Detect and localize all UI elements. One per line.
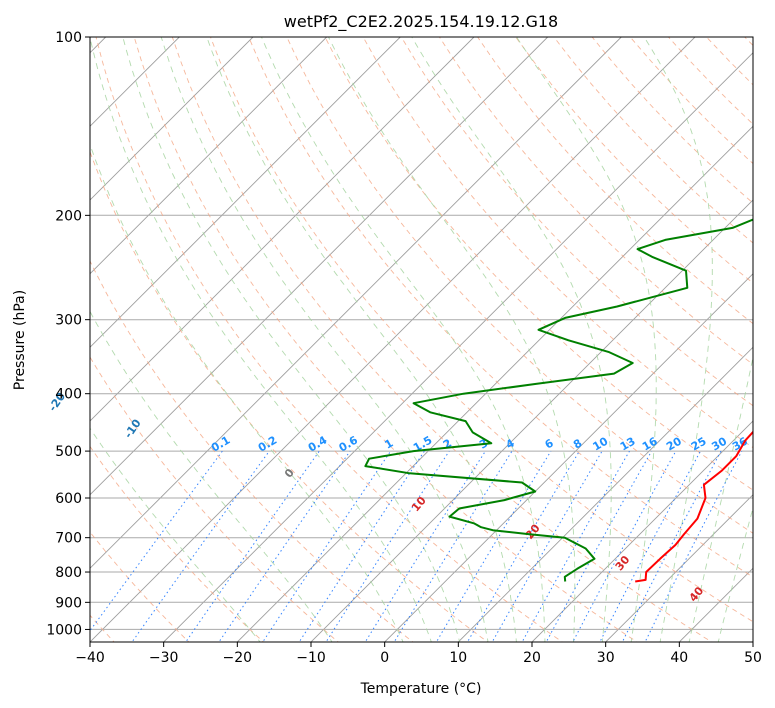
x-axis-label: Temperature (°C)	[360, 681, 482, 697]
mixing-ratio-line	[262, 450, 392, 642]
temperature-profile-line	[635, 430, 753, 583]
isotherm-line	[163, 52, 753, 642]
x-tick-label: −10	[296, 650, 326, 666]
y-tick-label: 400	[55, 387, 82, 403]
dry-adiabat-line	[90, 150, 489, 642]
x-tick-label: 10	[449, 650, 467, 666]
moist-adiabat-line	[411, 37, 612, 642]
mixing-ratio-line	[218, 450, 351, 642]
mixing-ratio-line	[393, 450, 513, 642]
dry-adiabat-line	[95, 37, 564, 642]
y-axis-label: Pressure (hPa)	[12, 290, 28, 390]
mixing-ratio-line	[90, 450, 223, 632]
isotherm-line	[90, 37, 328, 275]
mixing-ratio-line	[435, 450, 552, 642]
isotherm-line	[457, 346, 753, 642]
moist-adiabat-line	[90, 427, 261, 642]
moist-adiabat-line	[328, 37, 576, 642]
isotherm-line	[384, 273, 753, 642]
moist-adiabat-line	[90, 143, 404, 642]
isotherm-line	[90, 37, 401, 348]
dry-adiabat-line	[90, 356, 339, 642]
dry-adiabat-line	[210, 37, 753, 623]
series-layer	[364, 218, 753, 583]
plot-frame	[89, 36, 754, 643]
dewpoint-profile-line	[364, 218, 753, 582]
dry-adiabat-line	[477, 37, 753, 325]
moist-adiabat-line	[261, 37, 546, 642]
x-tick-label: −20	[223, 650, 253, 666]
moist-adiabat-line	[122, 37, 461, 642]
dry-adiabat-line	[171, 37, 713, 642]
moist-adiabat-line	[90, 37, 432, 642]
dry-adiabat-line	[90, 259, 414, 642]
mixing-ratio-line	[364, 450, 486, 642]
y-tick-label: 700	[55, 531, 82, 547]
x-axis: −40 −30 −20 −10 0 10 20 30 40 50	[75, 642, 762, 666]
dry-adiabat-line	[90, 531, 190, 642]
y-tick-label: 1000	[46, 622, 82, 638]
x-tick-label: 40	[670, 650, 688, 666]
moist-adiabat-line	[515, 37, 657, 642]
isotherm-line	[90, 37, 254, 201]
y-tick-label: 600	[55, 491, 82, 507]
x-tick-label: −30	[149, 650, 179, 666]
y-tick-label: 800	[55, 565, 82, 581]
moist-adiabat-line	[643, 37, 713, 642]
y-tick-label: 500	[55, 444, 82, 460]
mixing-ratio-line	[491, 450, 603, 642]
mixing-ratio-line	[298, 450, 425, 642]
y-axis: 1000 900 800 700 600 500 400 300 200 100	[46, 30, 90, 638]
y-tick-label: 200	[55, 208, 82, 224]
isotherm-line	[90, 37, 549, 496]
chart-title: wetPf2_C2E2.2025.154.19.12.G18	[284, 12, 558, 32]
y-tick-label: 300	[55, 313, 82, 329]
isotherm-line	[90, 37, 475, 422]
isotherm-line	[531, 420, 753, 642]
mixing-ratio-line	[325, 450, 450, 642]
x-tick-label: −40	[75, 650, 105, 666]
moist-adiabat-line	[160, 37, 489, 642]
mixing-ratio-line	[621, 450, 722, 642]
dry-adiabat-line	[362, 37, 753, 449]
x-tick-label: 20	[523, 650, 541, 666]
isotherm-line	[90, 37, 696, 642]
isotherm-line	[605, 494, 753, 642]
x-tick-label: 30	[597, 650, 615, 666]
background-lines	[90, 37, 753, 642]
mixing-ratio-line	[466, 450, 580, 642]
mixing-ratio-line	[521, 450, 630, 642]
isotherm-line	[236, 125, 753, 642]
x-tick-label: 0	[380, 650, 389, 666]
y-tick-label: 900	[55, 595, 82, 611]
x-tick-label: 50	[744, 650, 762, 666]
y-tick-label: 100	[55, 30, 82, 46]
isotherm-line	[90, 37, 622, 569]
dry-adiabat-line	[133, 37, 638, 642]
moist-adiabat-line	[90, 310, 333, 642]
dry-adiabat-line	[324, 37, 753, 491]
mixing-ratio-line	[644, 450, 743, 642]
